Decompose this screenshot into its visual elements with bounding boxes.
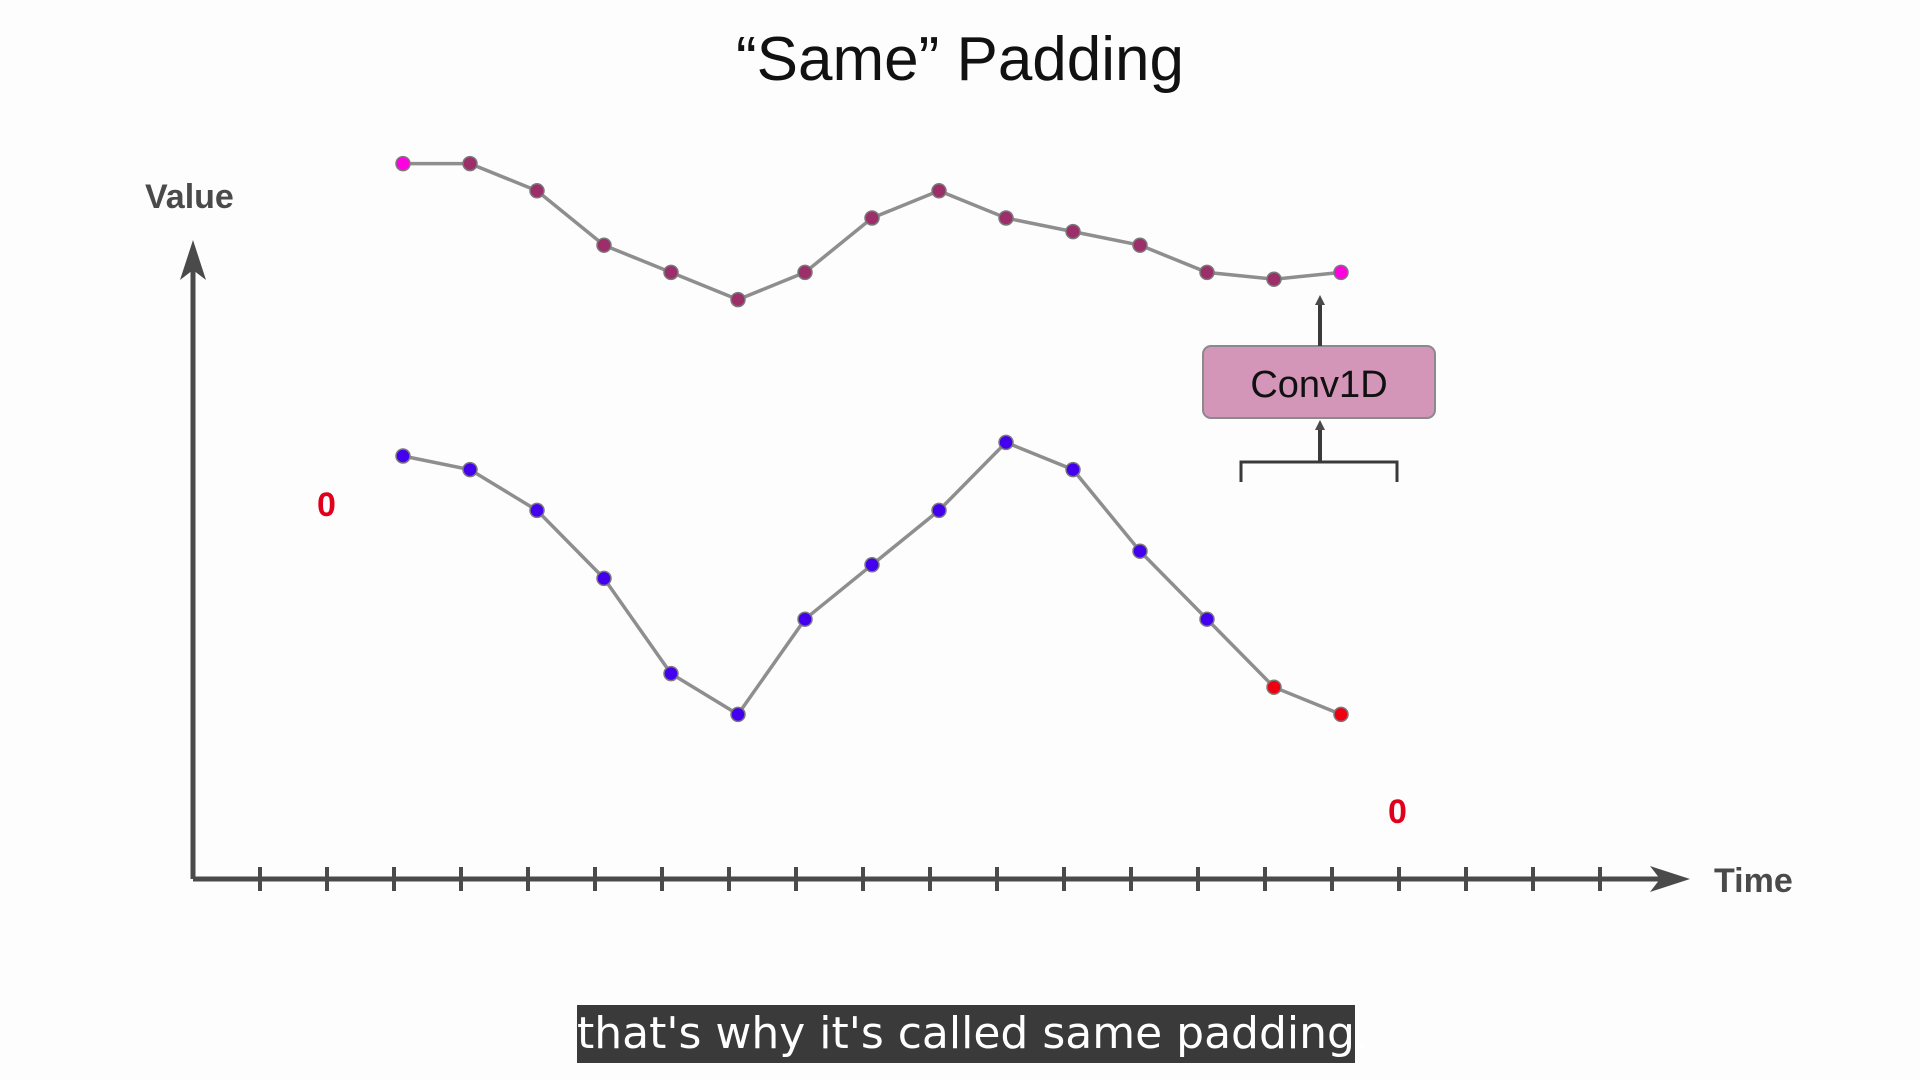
x-axis-ticks — [258, 867, 1602, 891]
output-data-point — [596, 237, 612, 253]
output-data-point — [1266, 271, 1282, 287]
input-data-point — [864, 557, 880, 573]
output-data-point — [395, 155, 411, 172]
conv1d-window: Conv1D — [1202, 295, 1436, 482]
output-data-point — [1333, 264, 1349, 281]
output-data-point — [1199, 264, 1215, 281]
y-axis-label: Value — [145, 178, 234, 216]
left-padding-zero: 0 — [317, 486, 336, 524]
input-data-point — [1065, 461, 1081, 478]
output-data-point — [462, 155, 478, 172]
output-data-point — [864, 210, 880, 226]
output-series — [395, 155, 1349, 308]
input-data-point — [998, 434, 1014, 451]
output-data-point — [663, 264, 679, 281]
output-data-point — [931, 183, 947, 199]
x-axis-label: Time — [1714, 862, 1793, 900]
input-data-point — [1266, 679, 1282, 695]
output-data-point — [529, 183, 545, 199]
input-series — [395, 434, 1349, 723]
video-subtitle: that's why it's called same padding. — [577, 1005, 1369, 1063]
input-data-point — [1199, 611, 1215, 627]
output-data-point — [797, 264, 813, 281]
conv1d-label: Conv1D — [1250, 364, 1387, 406]
right-padding-zero: 0 — [1388, 793, 1407, 831]
input-data-point — [596, 570, 612, 587]
axes — [180, 240, 1690, 892]
input-data-point — [730, 706, 746, 723]
output-data-point — [998, 210, 1014, 226]
input-series-line — [402, 440, 1342, 717]
input-data-point — [797, 611, 813, 627]
x-axis-arrowhead — [1650, 866, 1690, 892]
output-data-point — [1132, 237, 1148, 253]
input-data-point — [395, 448, 411, 464]
series-layer — [395, 155, 1349, 723]
output-series-line — [403, 161, 1342, 302]
receptive-field-bracket — [1239, 460, 1399, 482]
input-data-point — [462, 461, 478, 478]
input-data-point — [1132, 543, 1148, 559]
input-data-point — [529, 502, 545, 519]
diagram-title: “Same” Padding — [736, 25, 1184, 94]
input-data-point — [931, 502, 947, 519]
output-data-point — [1065, 223, 1081, 240]
y-axis-arrowhead — [180, 240, 206, 280]
input-data-point — [663, 665, 679, 682]
output-data-point — [730, 291, 746, 308]
input-data-point — [1333, 706, 1349, 723]
